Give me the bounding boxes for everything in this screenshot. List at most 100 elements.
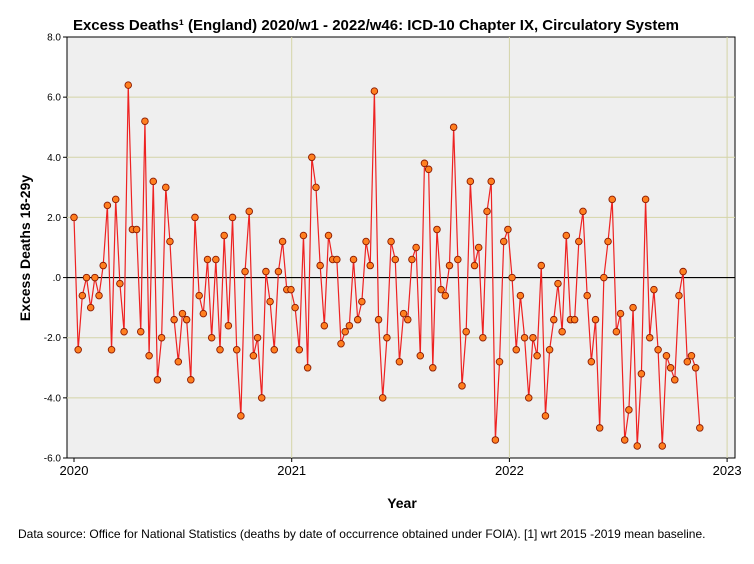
data-point-57 bbox=[303, 364, 312, 372]
data-point-71 bbox=[362, 237, 370, 246]
data-point-94 bbox=[458, 382, 466, 390]
data-point-104 bbox=[499, 237, 508, 246]
data-point-103 bbox=[495, 358, 504, 366]
data-point-93 bbox=[454, 255, 462, 264]
data-markers bbox=[70, 81, 704, 450]
data-point-91 bbox=[445, 261, 454, 270]
data-point-150 bbox=[691, 364, 700, 372]
data-point-97 bbox=[470, 261, 479, 270]
data-point-76 bbox=[383, 333, 391, 342]
data-point-134 bbox=[625, 406, 633, 414]
data-point-39 bbox=[228, 213, 237, 222]
data-point-81 bbox=[404, 315, 412, 324]
y-tick-label: -4.0 bbox=[44, 393, 62, 404]
data-point-84 bbox=[416, 352, 425, 360]
data-point-54 bbox=[291, 303, 299, 312]
data-point-143 bbox=[662, 352, 671, 360]
data-point-7 bbox=[95, 291, 103, 300]
data-point-50 bbox=[274, 267, 283, 276]
data-point-56 bbox=[299, 231, 308, 240]
data-point-132 bbox=[616, 309, 625, 318]
x-tick-label: 2022 bbox=[495, 463, 524, 478]
data-point-51 bbox=[278, 237, 287, 246]
x-tick-label: 2021 bbox=[277, 463, 306, 478]
data-point-148 bbox=[683, 358, 692, 366]
data-point-69 bbox=[353, 315, 362, 324]
y-tick-label: 2.0 bbox=[47, 213, 61, 224]
data-point-67 bbox=[345, 321, 354, 330]
data-point-28 bbox=[182, 315, 191, 324]
data-point-29 bbox=[187, 376, 195, 384]
x-axis-label: Year bbox=[387, 495, 417, 511]
data-point-14 bbox=[124, 81, 132, 89]
data-point-79 bbox=[395, 358, 404, 366]
data-point-108 bbox=[516, 291, 525, 300]
data-point-16 bbox=[132, 225, 141, 234]
data-point-38 bbox=[224, 321, 233, 330]
data-point-60 bbox=[316, 261, 324, 270]
x-tick-label: 2023 bbox=[713, 463, 742, 478]
data-point-62 bbox=[324, 231, 333, 240]
data-point-6 bbox=[91, 273, 99, 282]
data-point-125 bbox=[587, 358, 596, 366]
data-point-135 bbox=[629, 303, 637, 312]
data-point-72 bbox=[366, 261, 374, 270]
data-point-114 bbox=[541, 412, 550, 420]
data-point-139 bbox=[646, 333, 654, 342]
x-axis-ticks: 2020 2021 2022 2023 bbox=[60, 458, 742, 478]
data-point-26 bbox=[174, 358, 183, 366]
data-point-101 bbox=[487, 177, 495, 186]
data-point-19 bbox=[145, 352, 153, 360]
data-point-1 bbox=[70, 213, 78, 222]
data-point-131 bbox=[612, 327, 621, 336]
data-point-27 bbox=[178, 309, 187, 318]
y-axis-ticks: -6.0 -4.0 -2.0 .0 2.0 4.0 6.0 8.0 bbox=[44, 33, 67, 465]
data-point-30 bbox=[191, 213, 199, 222]
y-tick-label: 4.0 bbox=[47, 153, 61, 164]
data-point-42 bbox=[241, 267, 249, 276]
data-point-117 bbox=[554, 279, 562, 288]
data-point-46 bbox=[257, 394, 266, 402]
data-point-43 bbox=[245, 207, 253, 216]
data-point-137 bbox=[637, 370, 646, 378]
data-point-102 bbox=[491, 436, 500, 444]
data-point-31 bbox=[195, 291, 203, 300]
data-point-99 bbox=[479, 333, 487, 342]
data-point-35 bbox=[212, 255, 220, 264]
data-point-145 bbox=[671, 376, 679, 384]
data-point-90 bbox=[441, 291, 450, 300]
data-point-133 bbox=[620, 436, 629, 444]
data-point-59 bbox=[312, 183, 320, 192]
data-point-116 bbox=[550, 315, 558, 324]
data-point-82 bbox=[408, 255, 416, 264]
data-point-146 bbox=[675, 291, 683, 300]
data-point-66 bbox=[341, 327, 349, 336]
data-point-88 bbox=[433, 225, 441, 234]
data-point-127 bbox=[595, 424, 604, 432]
data-point-5 bbox=[86, 303, 95, 312]
data-point-141 bbox=[654, 345, 662, 354]
plot-area bbox=[66, 36, 736, 459]
data-point-68 bbox=[349, 255, 358, 264]
data-point-87 bbox=[429, 364, 437, 372]
data-point-73 bbox=[370, 87, 379, 95]
data-point-130 bbox=[608, 195, 616, 204]
y-axis-label: Excess Deaths 18-29y bbox=[17, 175, 33, 322]
data-point-11 bbox=[111, 195, 120, 204]
data-point-113 bbox=[537, 261, 546, 270]
data-point-98 bbox=[474, 243, 483, 252]
data-point-44 bbox=[249, 352, 258, 360]
data-point-22 bbox=[157, 333, 166, 342]
data-point-37 bbox=[220, 231, 228, 240]
footnote: Data source: Office for National Statist… bbox=[18, 527, 706, 541]
data-point-124 bbox=[583, 291, 591, 300]
data-point-78 bbox=[391, 255, 400, 264]
data-point-55 bbox=[295, 345, 304, 354]
data-point-18 bbox=[141, 117, 149, 125]
data-point-58 bbox=[308, 153, 316, 162]
data-point-83 bbox=[412, 243, 420, 252]
data-point-100 bbox=[483, 207, 491, 216]
data-point-32 bbox=[199, 309, 208, 318]
data-point-89 bbox=[437, 285, 445, 294]
data-point-111 bbox=[529, 333, 537, 342]
